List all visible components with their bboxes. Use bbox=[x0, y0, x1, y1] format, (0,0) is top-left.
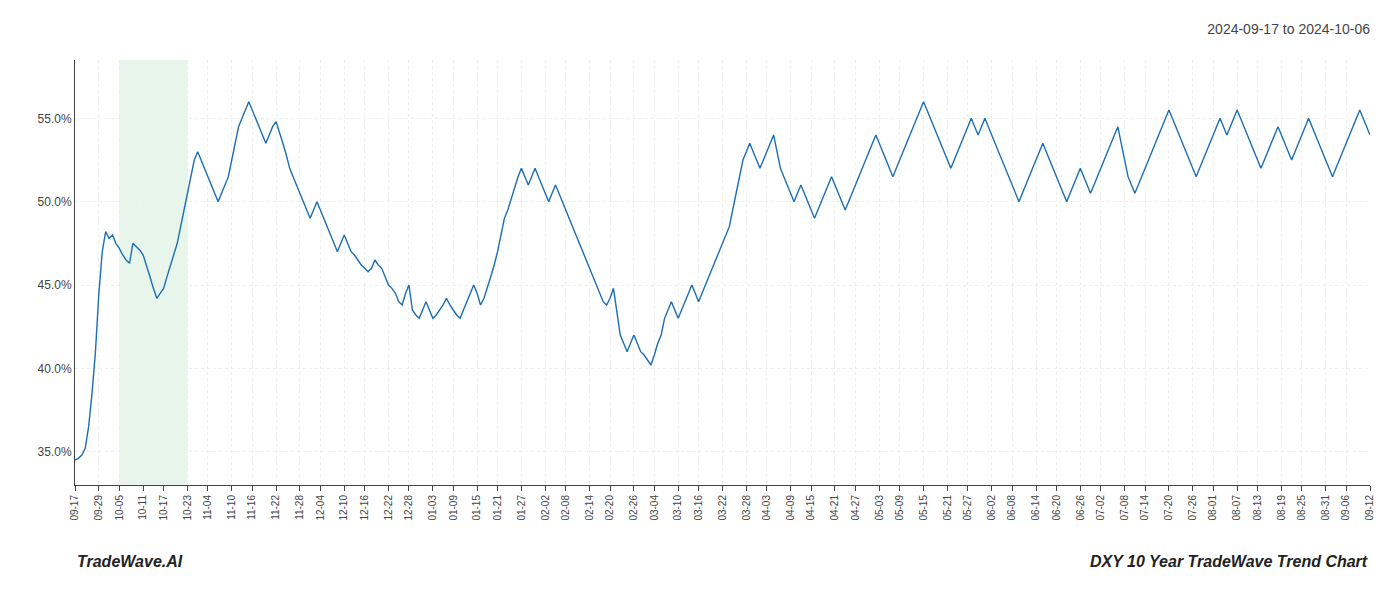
svg-text:03-10: 03-10 bbox=[672, 495, 683, 521]
svg-text:TradeWave.AI: TradeWave.AI bbox=[77, 553, 183, 570]
svg-text:07-08: 07-08 bbox=[1119, 495, 1130, 521]
svg-text:12-28: 12-28 bbox=[403, 495, 414, 521]
svg-text:04-21: 04-21 bbox=[829, 495, 840, 521]
svg-text:02-20: 02-20 bbox=[604, 495, 615, 521]
svg-text:06-20: 06-20 bbox=[1051, 495, 1062, 521]
svg-text:45.0%: 45.0% bbox=[38, 278, 72, 292]
svg-text:05-27: 05-27 bbox=[962, 495, 973, 521]
svg-text:11-28: 11-28 bbox=[294, 495, 305, 520]
svg-text:55.0%: 55.0% bbox=[38, 112, 72, 126]
svg-text:06-14: 06-14 bbox=[1030, 495, 1041, 521]
svg-text:09-29: 09-29 bbox=[93, 495, 104, 521]
svg-text:09-06: 09-06 bbox=[1340, 495, 1351, 521]
svg-text:07-14: 07-14 bbox=[1139, 495, 1150, 521]
svg-text:12-22: 12-22 bbox=[383, 495, 394, 521]
svg-text:01-03: 01-03 bbox=[427, 495, 438, 521]
svg-text:12-16: 12-16 bbox=[359, 495, 370, 521]
svg-text:10-23: 10-23 bbox=[182, 495, 193, 521]
svg-text:06-02: 06-02 bbox=[986, 495, 997, 521]
svg-text:10-05: 10-05 bbox=[114, 495, 125, 521]
svg-text:02-08: 02-08 bbox=[560, 495, 571, 521]
svg-text:03-16: 03-16 bbox=[693, 495, 704, 521]
svg-text:08-19: 08-19 bbox=[1276, 495, 1287, 521]
svg-text:03-22: 03-22 bbox=[717, 495, 728, 521]
svg-text:08-01: 08-01 bbox=[1207, 495, 1218, 521]
svg-text:50.0%: 50.0% bbox=[38, 195, 72, 209]
svg-text:04-15: 04-15 bbox=[805, 495, 816, 521]
svg-text:08-31: 08-31 bbox=[1320, 495, 1331, 521]
svg-text:11-10: 11-10 bbox=[226, 495, 237, 520]
svg-text:04-03: 04-03 bbox=[761, 495, 772, 521]
svg-text:08-07: 08-07 bbox=[1231, 495, 1242, 521]
svg-text:07-20: 07-20 bbox=[1163, 495, 1174, 521]
svg-text:02-26: 02-26 bbox=[628, 495, 639, 521]
svg-text:01-27: 01-27 bbox=[516, 495, 527, 521]
svg-text:07-02: 07-02 bbox=[1095, 495, 1106, 521]
svg-text:05-09: 05-09 bbox=[894, 495, 905, 521]
svg-text:05-15: 05-15 bbox=[918, 495, 929, 521]
svg-text:06-08: 06-08 bbox=[1006, 495, 1017, 521]
svg-text:07-26: 07-26 bbox=[1187, 495, 1198, 521]
svg-text:08-13: 08-13 bbox=[1252, 495, 1263, 521]
svg-text:10-17: 10-17 bbox=[158, 495, 169, 521]
svg-text:05-21: 05-21 bbox=[942, 495, 953, 521]
svg-text:40.0%: 40.0% bbox=[38, 362, 72, 376]
svg-text:10-11: 10-11 bbox=[137, 495, 148, 520]
svg-text:05-03: 05-03 bbox=[874, 495, 885, 521]
svg-text:12-10: 12-10 bbox=[338, 495, 349, 521]
svg-text:03-28: 03-28 bbox=[741, 495, 752, 521]
svg-text:08-25: 08-25 bbox=[1296, 495, 1307, 521]
svg-text:11-16: 11-16 bbox=[246, 495, 257, 520]
svg-text:02-14: 02-14 bbox=[584, 495, 595, 521]
svg-text:01-09: 01-09 bbox=[448, 495, 459, 521]
svg-text:09-12: 09-12 bbox=[1364, 495, 1375, 521]
svg-text:01-15: 01-15 bbox=[471, 495, 482, 521]
svg-text:06-26: 06-26 bbox=[1075, 495, 1086, 521]
svg-text:2024-09-17 to 2024-10-06: 2024-09-17 to 2024-10-06 bbox=[1207, 21, 1370, 37]
svg-text:03-04: 03-04 bbox=[649, 495, 660, 521]
svg-text:04-09: 04-09 bbox=[785, 495, 796, 521]
svg-text:35.0%: 35.0% bbox=[38, 445, 72, 459]
svg-text:12-04: 12-04 bbox=[315, 495, 326, 521]
svg-text:02-02: 02-02 bbox=[540, 495, 551, 521]
svg-text:04-27: 04-27 bbox=[850, 495, 861, 521]
svg-text:11-22: 11-22 bbox=[270, 495, 281, 520]
svg-text:DXY 10 Year TradeWave Trend Ch: DXY 10 Year TradeWave Trend Chart bbox=[1090, 553, 1368, 570]
svg-text:09-17: 09-17 bbox=[69, 495, 80, 521]
svg-text:01-21: 01-21 bbox=[492, 495, 503, 521]
svg-text:11-04: 11-04 bbox=[202, 495, 213, 520]
